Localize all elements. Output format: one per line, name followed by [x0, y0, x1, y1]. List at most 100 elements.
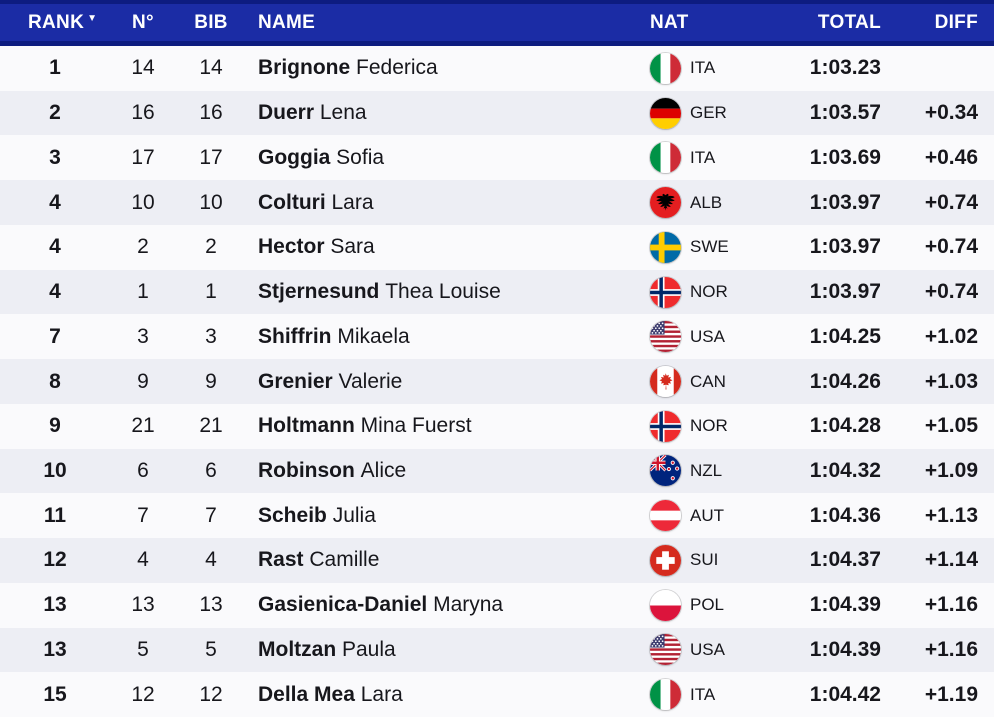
bib-cell: 9 [205, 369, 217, 393]
athlete-lastname: Stjernesund [258, 280, 380, 304]
total-cell: 1:03.57 [809, 101, 881, 125]
nat-cell: SUI [630, 544, 770, 576]
number-cell: 6 [137, 458, 149, 482]
table-row: 7 3 3 Shiffrin Mikaela USA 1:04.25 +1.02 [0, 314, 994, 360]
nat-cell: NZL [630, 455, 770, 487]
name-cell: Rast Camille [246, 548, 630, 572]
nat-code: NOR [690, 282, 728, 302]
name-cell: Holtmann Mina Fuerst [246, 414, 630, 438]
nat-code: POL [690, 595, 725, 615]
table-row: 2 16 16 Duerr Lena GER 1:03.57 +0.34 [0, 90, 994, 136]
flag-usa-icon [650, 634, 681, 666]
rank-cell: 13 [43, 593, 67, 617]
number-cell: 9 [137, 369, 149, 393]
athlete-firstname: Julia [326, 503, 376, 527]
column-header-rank[interactable]: RANK ▼ [0, 12, 110, 34]
table-body: 1 14 14 Brignone Federica ITA 1:03.23 2 … [0, 46, 994, 717]
rank-cell: 4 [49, 190, 61, 214]
athlete-firstname: Sofia [330, 145, 385, 169]
athlete-firstname: Lara [325, 190, 374, 214]
diff-cell: +1.16 [924, 637, 978, 661]
nat-code: ITA [690, 147, 716, 167]
nat-code: ALB [690, 192, 723, 212]
flag-ger-icon [650, 97, 681, 129]
diff-cell: +0.46 [924, 145, 978, 169]
bib-cell: 16 [199, 101, 223, 125]
athlete-firstname: Alice [354, 458, 407, 482]
total-cell: 1:03.97 [809, 235, 881, 259]
athlete-lastname: Della Mea [258, 682, 355, 706]
diff-cell: +1.05 [924, 414, 978, 438]
flag-ita-icon [650, 679, 681, 711]
bib-cell: 5 [205, 637, 217, 661]
athlete-lastname: Holtmann [258, 414, 355, 438]
number-cell: 13 [131, 593, 155, 617]
rank-cell: 2 [49, 101, 61, 125]
number-cell: 4 [137, 548, 149, 572]
column-header-nat: NAT [650, 11, 689, 33]
total-cell: 1:04.42 [809, 682, 881, 706]
flag-alb-icon [650, 187, 681, 219]
nat-cell: GER [630, 97, 770, 129]
bib-cell: 10 [199, 190, 223, 214]
total-cell: 1:04.36 [809, 503, 881, 527]
total-cell: 1:03.97 [809, 280, 881, 304]
total-cell: 1:04.37 [809, 548, 881, 572]
athlete-lastname: Colturi [258, 190, 326, 214]
table-row: 10 6 6 Robinson Alice NZL 1:04.32 +1.09 [0, 448, 994, 494]
nat-code: AUT [690, 505, 724, 525]
rank-cell: 13 [43, 637, 67, 661]
name-cell: Goggia Sofia [246, 146, 630, 170]
table-row: 15 12 12 Della Mea Lara ITA 1:04.42 +1.1… [0, 672, 994, 717]
flag-ita-icon [650, 142, 681, 174]
number-cell: 7 [137, 503, 149, 527]
athlete-lastname: Duerr [258, 101, 315, 125]
total-cell: 1:04.26 [809, 369, 881, 393]
nat-cell: ITA [630, 679, 770, 711]
name-cell: Duerr Lena [246, 101, 630, 125]
bib-cell: 1 [205, 280, 217, 304]
total-cell: 1:03.23 [809, 56, 881, 80]
table-row: 4 10 10 Colturi Lara ALB 1:03.97 +0.74 [0, 180, 994, 225]
rank-cell: 11 [43, 503, 67, 527]
bib-cell: 4 [205, 548, 217, 572]
flag-sui-icon [650, 544, 681, 576]
number-cell: 21 [131, 414, 155, 438]
sort-desc-icon: ▼ [87, 12, 98, 24]
flag-aut-icon [650, 500, 681, 532]
number-cell: 2 [137, 235, 149, 259]
rank-cell: 12 [43, 548, 67, 572]
flag-usa-icon [650, 321, 681, 353]
number-cell: 17 [131, 145, 155, 169]
athlete-lastname: Shiffrin [258, 324, 332, 348]
athlete-lastname: Scheib [258, 503, 327, 527]
table-row: 4 2 2 Hector Sara SWE 1:03.97 +0.74 [0, 224, 994, 270]
rank-cell: 15 [43, 682, 67, 706]
nat-code: GER [690, 103, 727, 123]
flag-pol-icon [650, 589, 681, 621]
bib-cell: 13 [199, 593, 223, 617]
total-cell: 1:04.39 [809, 593, 881, 617]
athlete-lastname: Hector [258, 235, 325, 259]
athlete-firstname: Sara [324, 235, 375, 259]
name-cell: Gasienica-Daniel Maryna [246, 593, 630, 617]
nat-cell: NOR [630, 276, 770, 308]
bib-cell: 7 [205, 503, 217, 527]
rank-cell: 9 [49, 414, 61, 438]
nat-cell: ITA [630, 142, 770, 174]
athlete-firstname: Paula [336, 637, 396, 661]
diff-cell: +1.09 [924, 458, 978, 482]
column-header-bib: BIB [194, 11, 228, 33]
diff-cell: +1.16 [924, 593, 978, 617]
nat-cell: AUT [630, 500, 770, 532]
nat-cell: ITA [630, 52, 770, 84]
nat-cell: POL [630, 589, 770, 621]
athlete-firstname: Federica [350, 56, 438, 80]
flag-nor-icon [650, 276, 681, 308]
table-row: 13 5 5 Moltzan Paula USA 1:04.39 +1.16 [0, 627, 994, 673]
nat-cell: SWE [630, 231, 770, 263]
column-header-total: TOTAL [817, 11, 881, 33]
bib-cell: 17 [199, 145, 223, 169]
table-row: 3 17 17 Goggia Sofia ITA 1:03.69 +0.46 [0, 135, 994, 181]
nat-cell: NOR [630, 410, 770, 442]
